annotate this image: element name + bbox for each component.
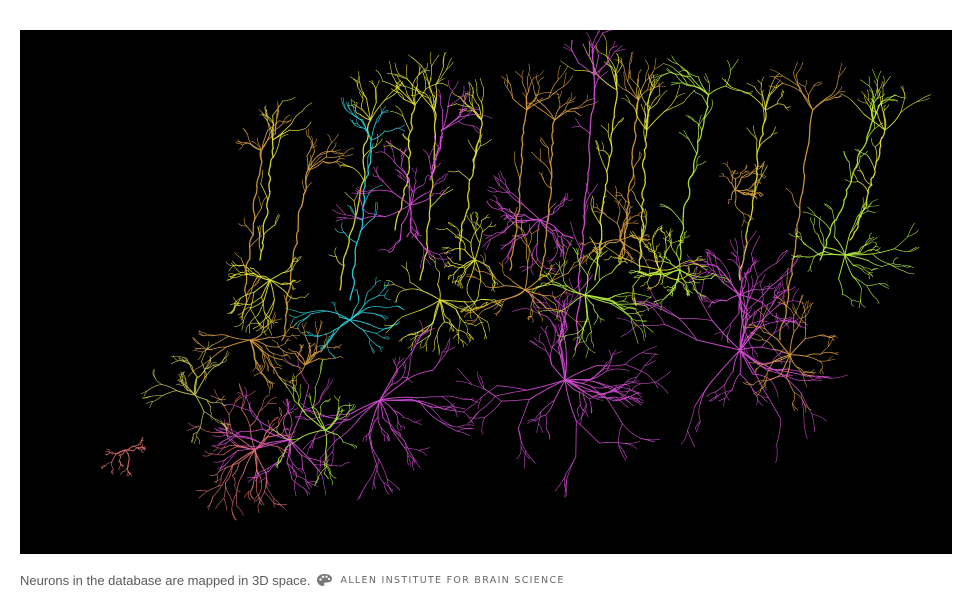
palette-icon	[316, 573, 333, 587]
neuron-reconstruction-art	[20, 30, 952, 554]
credit-text: ALLEN INSTITUTE FOR BRAIN SCIENCE	[340, 574, 565, 586]
neuron-figure-image	[20, 30, 952, 554]
figure-caption: Neurons in the database are mapped in 3D…	[20, 571, 565, 589]
caption-text: Neurons in the database are mapped in 3D…	[20, 572, 311, 588]
